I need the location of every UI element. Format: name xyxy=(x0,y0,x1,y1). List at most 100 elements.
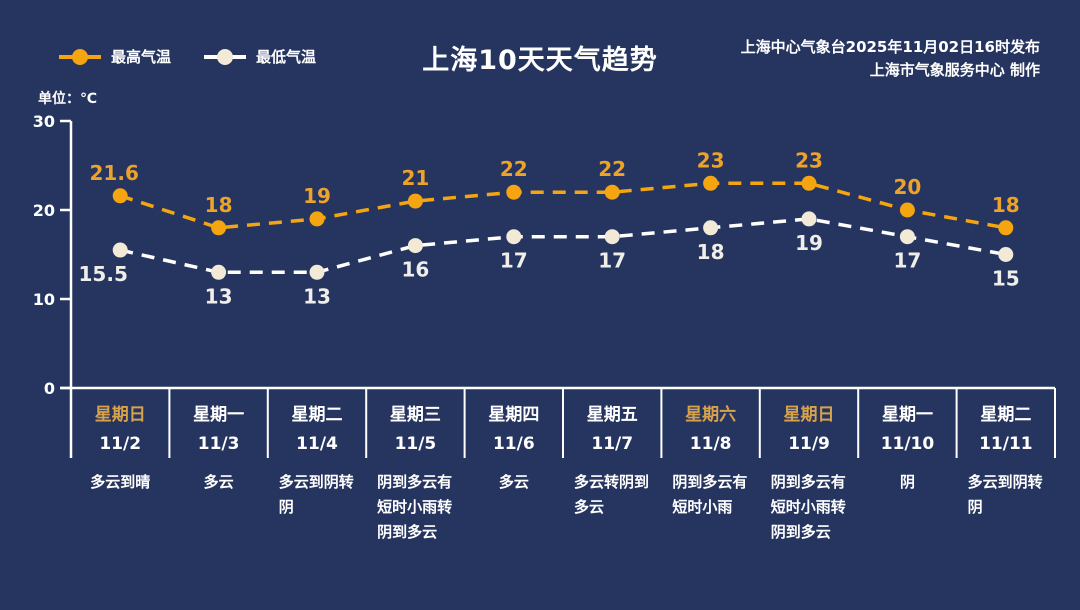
weekday-label: 星期一 xyxy=(193,405,245,425)
min-temp-point xyxy=(801,211,817,227)
min-temp-value: 18 xyxy=(697,240,725,264)
publisher-line2: 上海市气象服务中心 制作 xyxy=(869,61,1040,79)
day-column: 星期六 11/8 阴到多云有短时小雨 xyxy=(661,396,759,545)
max-temp-value: 22 xyxy=(598,157,626,181)
weather-cell: 多云到阴转阴 xyxy=(268,470,366,520)
max-temp-value: 21 xyxy=(401,166,429,190)
min-temp-value: 13 xyxy=(205,284,233,308)
date-label: 11/7 xyxy=(591,434,634,454)
weather-text: 多云 xyxy=(203,473,234,491)
weather-cell: 多云到阴转阴 xyxy=(957,470,1055,520)
min-temp-point xyxy=(309,264,325,280)
date-label: 11/4 xyxy=(296,434,338,454)
weather-text: 多云 xyxy=(498,473,529,491)
weekday-label: 星期二 xyxy=(980,405,1032,425)
max-temp-line xyxy=(119,181,1007,230)
min-temp-value: 19 xyxy=(795,231,823,255)
min-temp-value: 15.5 xyxy=(79,262,128,286)
weekday-label: 星期五 xyxy=(586,405,638,425)
day-column: 星期四 11/6 多云 xyxy=(465,396,563,545)
max-temp-point xyxy=(801,175,817,191)
day-column: 星期二 11/4 多云到阴转阴 xyxy=(268,396,366,545)
weather-text: 阴到多云有短时小雨 xyxy=(672,473,748,516)
max-temp-value: 23 xyxy=(795,148,823,172)
publisher-line1: 上海中心气象台2025年11月02日16时发布 xyxy=(740,38,1040,56)
max-temp-point xyxy=(112,188,128,204)
min-temp-value: 17 xyxy=(500,249,528,273)
weather-cell: 阴 xyxy=(858,470,956,495)
page-title: 上海10天天气趋势 xyxy=(422,45,658,77)
date-label: 11/6 xyxy=(492,434,535,454)
weather-cell: 阴到多云有短时小雨转阴到多云 xyxy=(366,470,464,545)
weather-cell: 阴到多云有短时小雨转阴到多云 xyxy=(760,470,858,545)
day-column: 星期二 11/11 多云到阴转阴 xyxy=(957,396,1055,545)
weather-cell: 多云 xyxy=(465,470,563,495)
y-tick-label: 20 xyxy=(33,201,55,220)
min-temp-line xyxy=(119,217,1007,275)
day-column: 星期一 11/3 多云 xyxy=(169,396,267,545)
weather-cell: 多云 xyxy=(169,470,267,495)
date-label: 11/2 xyxy=(99,434,142,454)
weekday-label: 星期三 xyxy=(389,405,441,425)
max-temp-value: 18 xyxy=(992,193,1020,217)
legend-item-min: 最低气温 xyxy=(203,46,316,67)
max-temp-value: 22 xyxy=(500,157,528,181)
min-temp-value: 16 xyxy=(401,258,429,282)
max-temp-point xyxy=(309,211,325,227)
date-label: 11/10 xyxy=(880,434,935,454)
min-temp-value: 13 xyxy=(303,284,331,308)
max-temp-point xyxy=(899,202,915,218)
publisher-info: 上海中心气象台2025年11月02日16时发布 上海市气象服务中心 制作 xyxy=(741,36,1040,82)
date-label: 11/9 xyxy=(788,434,830,454)
weekday-label: 星期日 xyxy=(94,405,146,425)
weather-cell: 阴到多云有短时小雨 xyxy=(661,470,759,520)
max-temp-point xyxy=(604,184,620,200)
y-tick-label: 10 xyxy=(33,290,55,309)
day-column: 星期日 11/9 阴到多云有短时小雨转阴到多云 xyxy=(760,396,858,545)
unit-label: 单位：℃ xyxy=(38,91,97,107)
y-tick-label: 30 xyxy=(33,112,55,131)
min-temp-value: 17 xyxy=(598,249,626,273)
weekday-label: 星期日 xyxy=(783,405,835,425)
min-temp-point xyxy=(112,242,128,258)
min-temp-point xyxy=(703,220,719,236)
legend: 最高气温 最低气温 xyxy=(58,46,316,67)
max-temp-point xyxy=(211,220,227,236)
legend-marker-icon xyxy=(59,48,101,65)
legend-marker-icon xyxy=(204,48,247,65)
min-temp-point xyxy=(506,229,522,245)
day-column: 星期日 11/2 多云到晴 xyxy=(71,396,169,545)
weather-cell: 多云到晴 xyxy=(71,470,169,495)
max-temp-value: 23 xyxy=(697,148,725,172)
min-temp-value: 15 xyxy=(992,267,1020,291)
weather-text: 阴到多云有短时小雨转阴到多云 xyxy=(770,473,846,541)
date-label: 11/8 xyxy=(689,434,732,454)
weather-text: 多云转阴到多云 xyxy=(573,473,649,516)
max-temp-point xyxy=(703,175,719,191)
max-temp-point xyxy=(998,220,1014,236)
y-tick-label: 0 xyxy=(44,379,55,398)
max-temp-value: 18 xyxy=(205,193,233,217)
min-temp-point xyxy=(211,264,227,280)
max-temp-point xyxy=(407,193,423,209)
date-label: 11/5 xyxy=(394,434,437,454)
min-temp-point xyxy=(604,229,620,245)
max-temp-point xyxy=(506,184,522,200)
date-label: 11/11 xyxy=(979,434,1033,454)
legend-label: 最低气温 xyxy=(256,48,317,66)
min-temp-value: 17 xyxy=(893,249,921,273)
weekday-label: 星期四 xyxy=(488,405,540,425)
max-temp-value: 20 xyxy=(893,175,921,199)
date-label: 11/3 xyxy=(197,434,240,454)
weather-text: 多云到阴转阴 xyxy=(967,473,1043,516)
min-temp-point xyxy=(998,247,1014,262)
legend-item-max: 最高气温 xyxy=(58,46,171,67)
weather-text: 阴 xyxy=(899,473,915,491)
day-column: 星期五 11/7 多云转阴到多云 xyxy=(563,396,661,545)
weather-cell: 多云转阴到多云 xyxy=(563,470,661,520)
day-column: 星期一 11/10 阴 xyxy=(858,396,956,545)
day-columns: 星期日 11/2 多云到晴 星期一 11/3 多云 星期二 11/4 多云到阴转阴 星期三 11/5… xyxy=(71,396,1055,545)
min-temp-point xyxy=(899,229,915,245)
